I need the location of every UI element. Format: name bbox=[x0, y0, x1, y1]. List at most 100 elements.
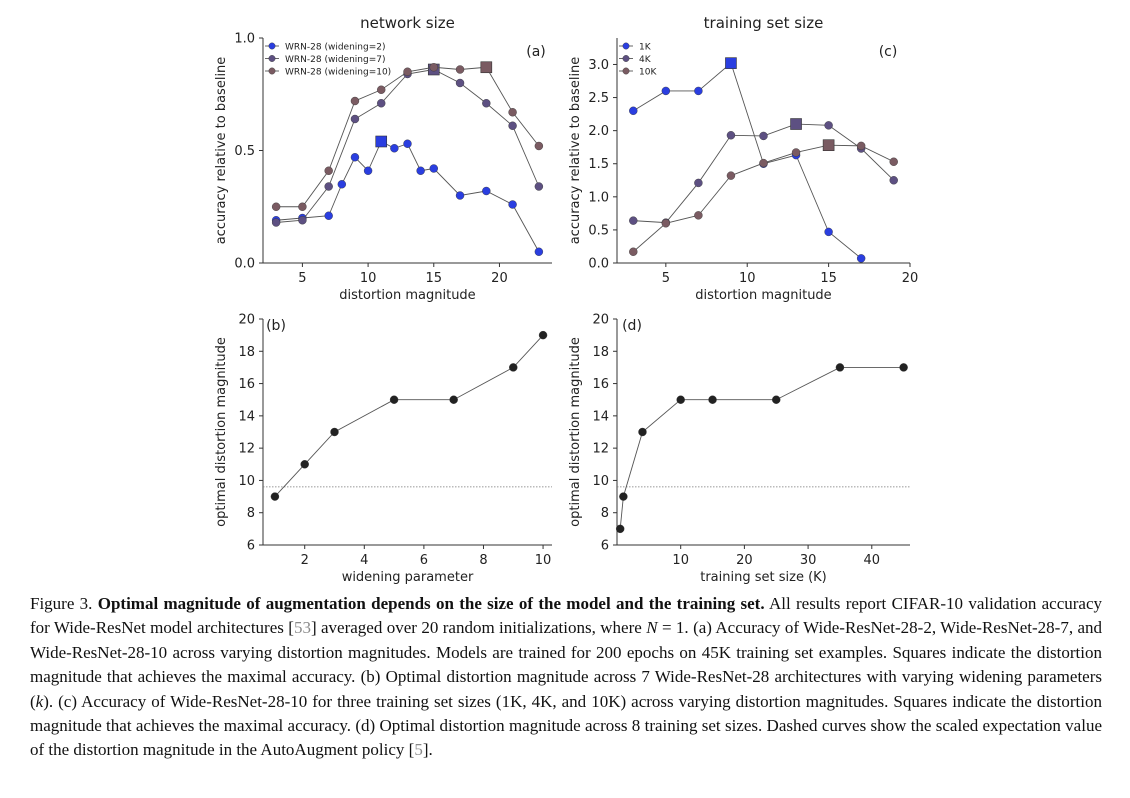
data-point bbox=[337, 180, 347, 189]
series-2 bbox=[629, 139, 898, 256]
data-point bbox=[330, 427, 339, 437]
data-point bbox=[791, 148, 801, 157]
series-2 bbox=[271, 61, 544, 211]
data-point bbox=[389, 395, 399, 404]
y-tick-label: 8 bbox=[247, 506, 255, 521]
series-line bbox=[619, 366, 904, 529]
legend-label: 1K bbox=[639, 43, 652, 53]
x-tick-label: 5 bbox=[298, 271, 306, 286]
x-axis-label: distortion magnitude bbox=[695, 288, 831, 303]
legend: WRN-28 (widening=2) WRN-28 (widening=7) WR… bbox=[265, 43, 391, 78]
y-tick-label: 6 bbox=[601, 539, 609, 554]
data-point bbox=[429, 164, 438, 173]
chart-panel-2: 2 4 6 8 10 6 8 10 12 14 16 18 20 widening parameter op… bbox=[214, 313, 552, 585]
caption-text-4: ). (c) Accuracy of Wide-ResNet-28-10 for… bbox=[30, 691, 1102, 760]
data-point bbox=[508, 200, 517, 209]
data-point bbox=[350, 153, 360, 162]
y-tick-label: 1.0 bbox=[588, 190, 609, 205]
data-point bbox=[772, 395, 781, 404]
data-point bbox=[694, 86, 703, 96]
data-point bbox=[661, 219, 671, 228]
data-point bbox=[298, 216, 307, 225]
y-axis-label: optimal distortion magnitude bbox=[568, 337, 583, 527]
data-point bbox=[509, 363, 518, 372]
data-point bbox=[508, 108, 517, 117]
y-tick-label: 12 bbox=[592, 442, 609, 457]
data-point bbox=[534, 247, 544, 256]
series-line bbox=[276, 140, 540, 252]
series-line bbox=[276, 66, 540, 208]
legend-label: WRN-28 (widening=2) bbox=[285, 43, 385, 53]
max-square-marker bbox=[725, 57, 737, 69]
data-point bbox=[694, 211, 703, 220]
figure-panels: 5 10 15 20 0.0 0.5 1.0 distortion magnitude accu… bbox=[214, 14, 918, 585]
x-tick-label: 10 bbox=[535, 553, 552, 568]
data-point bbox=[856, 254, 866, 263]
data-point bbox=[534, 141, 544, 151]
panel-label: (a) bbox=[526, 44, 546, 60]
data-point bbox=[298, 202, 307, 211]
data-point bbox=[270, 492, 280, 501]
series-0 bbox=[615, 363, 908, 534]
panel-label: (d) bbox=[622, 318, 642, 334]
data-point bbox=[856, 141, 866, 151]
data-point bbox=[350, 96, 360, 106]
y-tick-label: 20 bbox=[238, 313, 255, 328]
series-1 bbox=[629, 118, 898, 227]
x-tick-label: 40 bbox=[864, 553, 881, 568]
y-tick-label: 2.0 bbox=[588, 124, 609, 139]
data-point bbox=[726, 171, 736, 180]
caption-text-2: ] averaged over 20 random initialization… bbox=[310, 618, 642, 638]
y-axis-label: accuracy relative to baseline bbox=[214, 57, 229, 245]
data-point bbox=[676, 395, 685, 404]
y-axis-label: optimal distortion magnitude bbox=[214, 337, 229, 527]
data-point bbox=[271, 218, 281, 227]
math-k: k bbox=[35, 691, 44, 711]
legend-label: 4K bbox=[639, 55, 652, 65]
data-point bbox=[629, 216, 638, 225]
math-N: N bbox=[646, 618, 658, 638]
legend-swatch-marker bbox=[622, 42, 630, 50]
legend-swatch-marker bbox=[622, 55, 630, 62]
max-square-marker bbox=[480, 61, 493, 74]
x-tick-label: 30 bbox=[800, 553, 817, 568]
y-tick-label: 0.5 bbox=[588, 223, 609, 238]
data-point bbox=[629, 106, 638, 115]
series-0 bbox=[629, 57, 866, 263]
y-tick-label: 16 bbox=[592, 377, 609, 392]
data-point bbox=[455, 78, 465, 88]
y-tick-label: 0.5 bbox=[234, 144, 255, 159]
chart-panel-1: 5 10 15 20 0.0 0.5 1.0 1.5 2.0 2.5 3.0 distortion m… bbox=[568, 14, 918, 303]
citation-5[interactable]: 5 bbox=[414, 740, 423, 760]
data-point bbox=[824, 121, 833, 130]
data-point bbox=[889, 157, 898, 166]
legend-swatch-marker bbox=[268, 67, 276, 75]
data-point bbox=[482, 99, 491, 108]
data-point bbox=[726, 131, 736, 140]
max-square-marker bbox=[822, 139, 835, 152]
data-point bbox=[824, 227, 833, 237]
x-tick-label: 8 bbox=[479, 553, 487, 568]
panel-label: (c) bbox=[879, 44, 898, 60]
x-axis-label: distortion magnitude bbox=[339, 288, 475, 303]
caption-bold-title: Optimal magnitude of augmentation depend… bbox=[97, 594, 765, 613]
legend: 1K 4K 10K bbox=[619, 43, 657, 78]
legend-swatch-marker bbox=[622, 67, 630, 75]
data-point bbox=[429, 63, 438, 72]
figure-caption: Figure 3. Optimal magnitude of augmentat… bbox=[30, 592, 1102, 763]
data-point bbox=[271, 202, 281, 211]
y-tick-label: 3.0 bbox=[588, 58, 609, 73]
data-point bbox=[638, 427, 647, 437]
chart-panel-0: 5 10 15 20 0.0 0.5 1.0 distortion magnitude accu… bbox=[214, 14, 552, 303]
data-point bbox=[455, 65, 465, 74]
x-tick-label: 4 bbox=[360, 553, 368, 568]
x-tick-label: 10 bbox=[739, 271, 756, 286]
y-tick-label: 2.5 bbox=[588, 91, 609, 106]
y-tick-label: 8 bbox=[601, 506, 609, 521]
data-point bbox=[708, 395, 717, 404]
citation-53[interactable]: 53 bbox=[293, 618, 311, 638]
data-point bbox=[615, 524, 625, 534]
data-point bbox=[534, 182, 544, 191]
series-0 bbox=[270, 330, 548, 501]
data-point bbox=[661, 86, 671, 96]
